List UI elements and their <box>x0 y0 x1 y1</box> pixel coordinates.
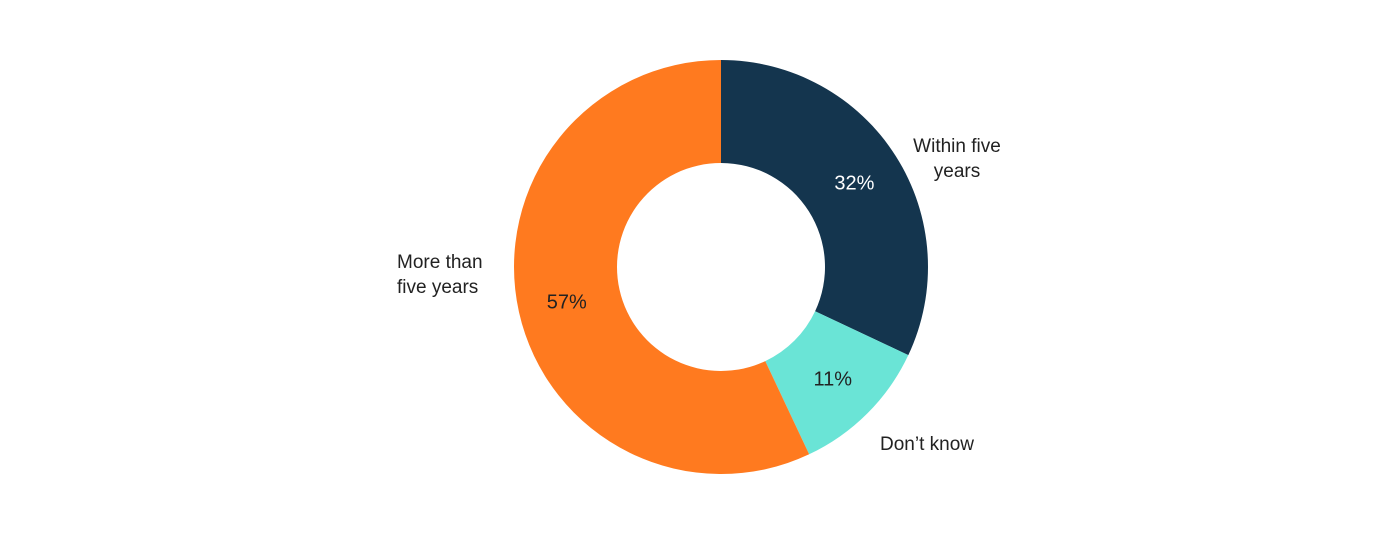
slice-category-label-1: Don’t know <box>880 434 974 455</box>
slice-category-label-line: five years <box>397 277 478 298</box>
donut-slice-1 <box>765 311 909 455</box>
slice-value-label-1: 11% <box>813 369 852 391</box>
slice-value-label-2: 57% <box>547 291 587 313</box>
slice-value-label-0: 32% <box>834 172 874 194</box>
donut-slice-2 <box>514 60 810 474</box>
slice-category-label-line: years <box>934 161 980 182</box>
slice-category-label-line: Don’t know <box>880 434 974 455</box>
slice-category-label-line: More than <box>397 252 483 273</box>
slice-category-label-0: Within five years <box>913 136 1001 182</box>
slice-category-label-line: Within five <box>913 136 1001 157</box>
donut-slice-0 <box>721 60 928 356</box>
slice-category-label-2: More than five years <box>397 252 483 298</box>
